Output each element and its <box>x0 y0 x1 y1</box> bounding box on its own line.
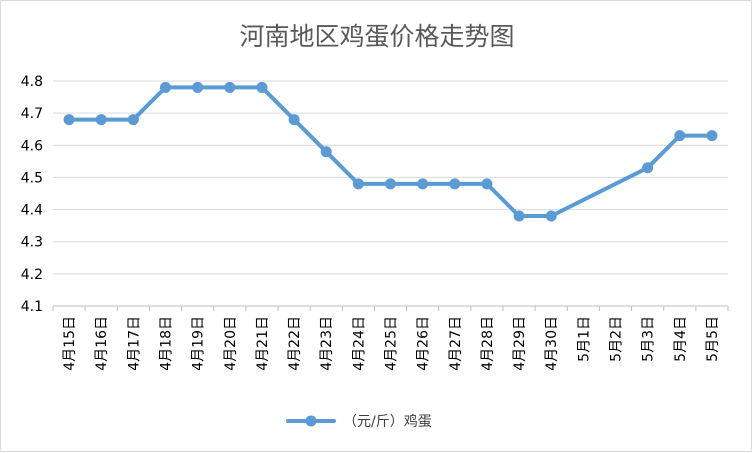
x-tick-label: 4月28日 <box>480 316 496 371</box>
data-point <box>674 130 686 142</box>
legend: （元/斤）鸡蛋 <box>286 413 432 430</box>
data-point <box>385 178 396 190</box>
data-point <box>481 178 493 190</box>
x-tick-label: 4月18日 <box>159 316 175 371</box>
chart-title: 河南地区鸡蛋价格走势图 <box>239 22 514 51</box>
y-tick-label: 4.4 <box>21 203 43 219</box>
x-tick-label: 4月20日 <box>223 316 239 371</box>
x-tick-label: 5月2日 <box>609 316 625 362</box>
y-tick-label: 4.2 <box>21 267 43 283</box>
x-tick-label: 4月24日 <box>351 316 367 371</box>
y-axis-tick-labels: 4.1 4.2 4.3 4.4 4.5 4.6 4.7 4.8 <box>21 74 43 315</box>
data-point <box>256 81 268 93</box>
data-point <box>288 114 300 126</box>
series-layer <box>63 81 718 222</box>
x-tick-label: 4月23日 <box>319 316 335 371</box>
x-tick-label: 5月3日 <box>641 316 657 362</box>
x-tick-label: 4月15日 <box>62 316 78 371</box>
data-point <box>449 178 461 190</box>
data-point <box>63 114 75 126</box>
y-tick-label: 4.3 <box>21 235 43 251</box>
series-line <box>67 85 714 218</box>
y-tick-label: 4.7 <box>21 106 43 122</box>
x-tick-label: 5月5日 <box>705 316 721 362</box>
data-point <box>160 81 171 93</box>
x-tick-label: 4月27日 <box>448 316 464 371</box>
x-tick-label: 4月30日 <box>544 316 560 371</box>
data-point <box>417 178 429 190</box>
data-point <box>706 130 718 142</box>
data-point <box>352 178 364 190</box>
x-tick-label: 4月19日 <box>191 316 207 371</box>
data-point <box>320 146 332 158</box>
data-point <box>513 210 525 222</box>
legend-swatch-marker <box>305 415 317 427</box>
y-tick-label: 4.5 <box>21 170 43 186</box>
x-tick-label: 4月17日 <box>126 316 142 371</box>
x-axis-tick-labels: 4月15日 4月16日 4月17日 4月18日 4月19日 4月20日 4月21日 4月22日… <box>52 306 729 371</box>
x-tick-label: 5月1日 <box>576 316 592 362</box>
data-point <box>545 210 557 222</box>
x-tick-label: 4月16日 <box>94 316 110 371</box>
y-tick-label: 4.8 <box>21 74 43 90</box>
x-tick-label: 4月21日 <box>255 316 271 371</box>
x-tick-label: 5月4日 <box>673 316 689 362</box>
data-point <box>642 162 654 174</box>
y-tick-label: 4.6 <box>21 138 43 154</box>
gridlines <box>53 80 728 307</box>
legend-series-label: （元/斤）鸡蛋 <box>343 413 432 430</box>
x-tick-label: 4月22日 <box>287 316 303 371</box>
data-point <box>192 81 204 93</box>
data-point <box>95 114 107 126</box>
y-tick-label: 4.1 <box>21 299 43 315</box>
data-point <box>127 114 139 126</box>
x-tick-label: 4月29日 <box>512 316 528 371</box>
data-point <box>224 81 236 93</box>
x-tick-label: 4月26日 <box>416 316 432 371</box>
x-tick-label: 4月25日 <box>384 316 400 371</box>
